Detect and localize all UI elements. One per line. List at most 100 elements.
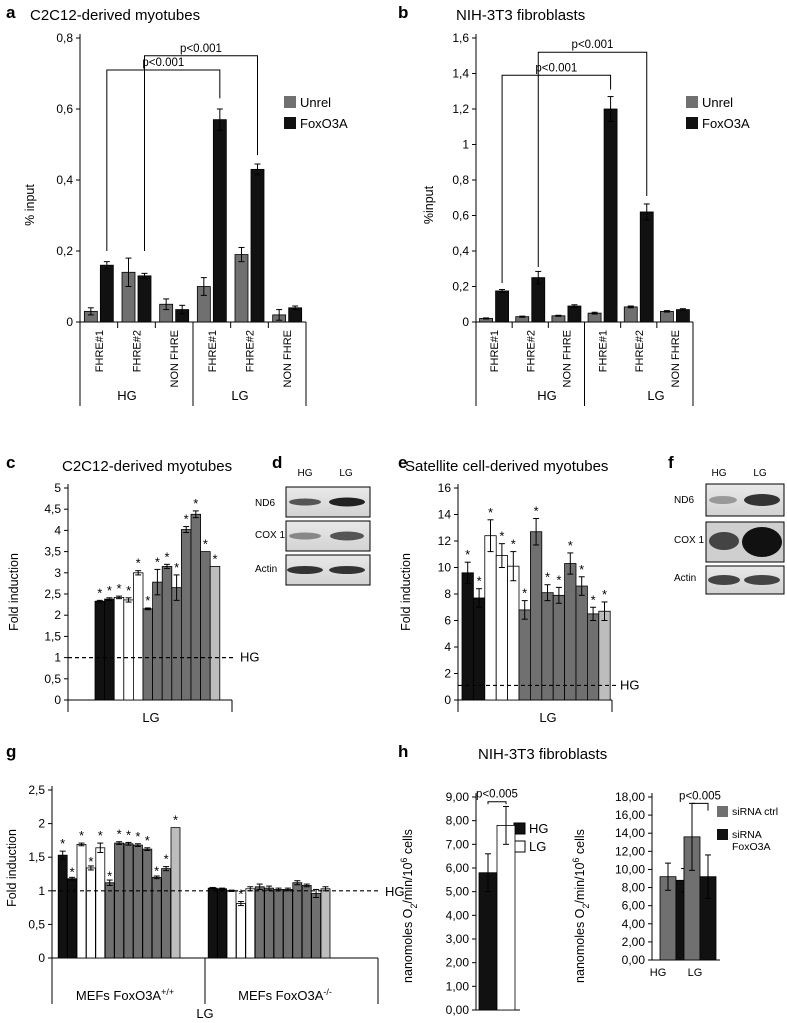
chart-a-category-label: FHRE#2 [132, 330, 144, 372]
chart-e-significance-star: * [477, 574, 482, 589]
legend-swatch-hg [513, 822, 526, 835]
chart-c-y-tick-label: 2 [54, 608, 61, 622]
chart-h2-y-tick-label: 14,00 [615, 826, 645, 840]
chart-c-bar [104, 598, 115, 701]
legend-swatch-sirna-foxo3a [717, 829, 728, 840]
chart-e-significance-star: * [556, 572, 561, 587]
chart-a-category-label: NON FHRE [282, 330, 294, 387]
chart-h1-y-tick-label: 5,00 [446, 885, 470, 899]
legend-h1: HG LG [513, 821, 549, 854]
blot-d-col-lg: LG [339, 468, 353, 479]
legend-a: Unrel FoxO3A [284, 95, 348, 131]
chart-a-y-tick-label: 0,8 [56, 31, 73, 45]
chart-g-group-1-sup: +/+ [161, 987, 174, 997]
chart-h2-y-tick-label: 8,00 [622, 881, 646, 895]
chart-g-bar [235, 903, 246, 959]
chart-b-category-label: FHRE#2 [634, 330, 646, 372]
blot-f-band [742, 527, 782, 557]
legend-b: Unrel FoxO3A [686, 95, 750, 131]
chart-g-significance-star: * [126, 827, 131, 842]
chart-g-bar [254, 886, 265, 959]
chart-c-y-tick-label: 1,5 [44, 629, 61, 643]
legend-b-unrel: Unrel [702, 95, 733, 110]
chart-h2-y-tick-label: 0,00 [622, 953, 646, 967]
legend-h2: siRNA ctrl siRNA FoxO3A [717, 806, 778, 853]
chart-c-bar [200, 551, 211, 701]
blot-f-row-cox1: COX 1 [674, 535, 704, 546]
chart-a-bar [99, 264, 114, 323]
chart-c-title: C2C12-derived myotubes [62, 458, 232, 475]
chart-b-ylabel: %input [422, 185, 436, 224]
chart-c-significance-star: * [203, 537, 208, 552]
chart-b-bar [567, 305, 582, 323]
chart-g-hg-label: HG [385, 884, 405, 899]
chart-e-y-tick-label: 2 [444, 667, 451, 681]
chart-g-group-1-label: MEFs FoxO3A [76, 988, 162, 1003]
chart-c-y-tick-label: 3,5 [44, 545, 61, 559]
chart-h1-bar [496, 825, 516, 1011]
chart-c-bar [161, 566, 173, 701]
chart-b-bar [603, 108, 618, 323]
blot-d-band [329, 497, 365, 507]
chart-g-bar [226, 890, 237, 959]
chart-h1-ylabel: nanomoles O2/min/106 cells [399, 829, 419, 983]
chart-e-significance-star: * [511, 537, 516, 552]
blot-d-row-cox1: COX 1 [255, 530, 285, 541]
chart-a-category-label: FHRE#2 [245, 330, 257, 372]
chart-g-bar [273, 889, 284, 959]
chart-e-significance-star: * [545, 570, 550, 585]
chart-b-category-label: FHRE#1 [489, 330, 501, 372]
chart-b-bar [639, 211, 654, 323]
legend-swatch-lg [513, 840, 526, 853]
chart-e-title: Satellite cell-derived myotubes [405, 458, 608, 475]
chart-h2-y-tick-label: 12,00 [615, 844, 645, 858]
chart-b-pvalue: p<0.001 [535, 62, 577, 74]
chart-c-y-tick-label: 3 [54, 566, 61, 580]
chart-e-y-tick-label: 8 [444, 587, 451, 601]
chart-g-significance-star: * [173, 813, 178, 828]
chart-c-significance-star: * [136, 556, 141, 571]
chart-h2-category-label: HG [650, 967, 667, 979]
chart-c-bar [132, 572, 144, 701]
chart-g-y-tick-label: 0,5 [28, 917, 45, 931]
chart-g-bar [86, 867, 96, 959]
legend-swatch-sirna-ctrl [717, 806, 728, 817]
legend-h2-ctrl: siRNA ctrl [732, 806, 778, 818]
chart-g-group-1: MEFs FoxO3A+/+ [76, 987, 174, 1003]
chart-e-y-tick-label: 16 [438, 481, 452, 495]
chart-e-y-tick-label: 12 [438, 534, 452, 548]
chart-g-bar [217, 888, 228, 959]
chart-h1-y-tick-label: 4,00 [446, 908, 470, 922]
chart-g-bar [95, 847, 106, 959]
chart-g-significance-star: * [145, 833, 150, 848]
chart-g-group-2-label: MEFs FoxO3A [238, 988, 324, 1003]
chart-e-bar [541, 592, 554, 701]
chart-b-title: NIH-3T3 fibroblasts [456, 7, 585, 24]
chart-g-bar [170, 827, 181, 959]
panel-label-e: e [398, 453, 407, 472]
legend-swatch-unrel [686, 96, 698, 108]
chart-c-bar [113, 596, 125, 701]
chart-e-significance-star: * [591, 592, 596, 607]
chart-g-bar [207, 887, 218, 959]
chart-b-category-label: FHRE#2 [525, 330, 537, 372]
chart-a-bracket [106, 69, 221, 251]
chart-a-pvalue: p<0.001 [142, 57, 184, 69]
chart-b-category-label: NON FHRE [561, 330, 573, 387]
chart-e-bar [564, 563, 577, 701]
blot-f-row-actin: Actin [674, 573, 696, 584]
chart-a-bar [234, 254, 249, 323]
chart-e-ylabel: Fold induction [399, 553, 413, 631]
chart-g-significance-star: * [60, 836, 65, 851]
chart-h2-y-tick-label: 6,00 [622, 899, 646, 913]
legend-b-foxo3a: FoxO3A [702, 116, 750, 131]
legend-h1-lg: LG [529, 839, 546, 854]
chart-h1-y-tick-label: 1,00 [446, 979, 470, 993]
blot-f: HG LG ND6 COX 1 Actin [674, 468, 785, 595]
chart-g-group-2: MEFs FoxO3A-/- [238, 987, 332, 1003]
blot-f-col-lg: LG [753, 468, 767, 479]
chart-b-y-tick-label: 0,8 [452, 173, 469, 187]
chart-h1-y-tick-label: 9,00 [446, 790, 470, 804]
chart-c-hg-label: HG [240, 650, 260, 665]
chart-g-bar [301, 885, 312, 959]
